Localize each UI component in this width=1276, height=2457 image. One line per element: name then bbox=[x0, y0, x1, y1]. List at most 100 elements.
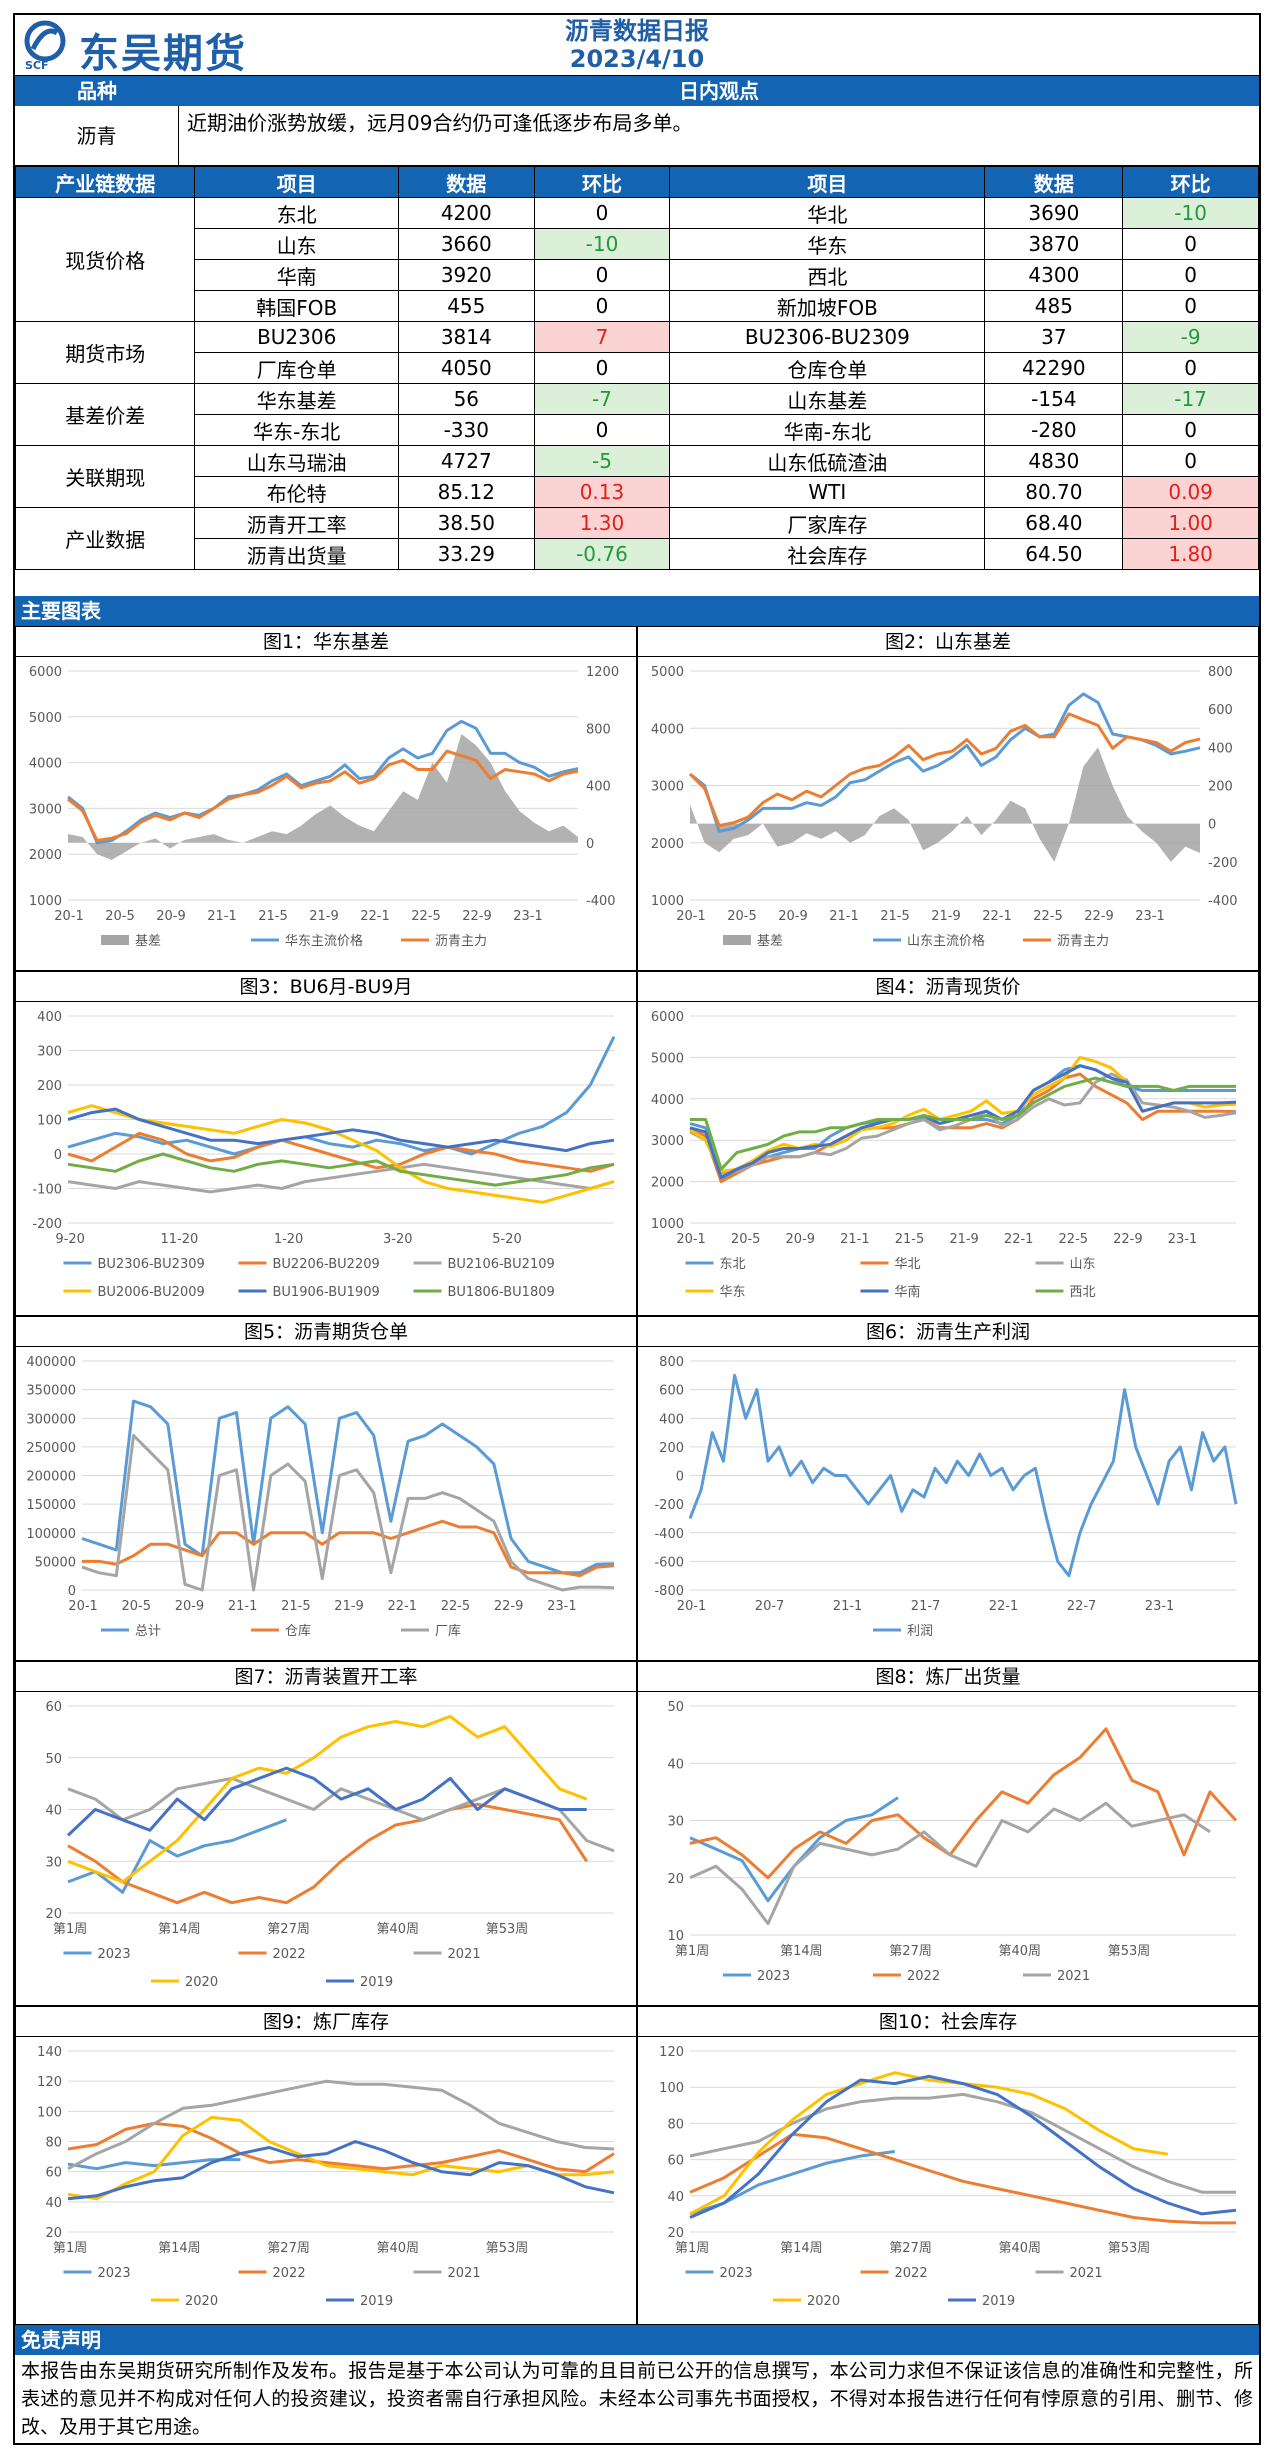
legend-label: 利润 bbox=[907, 1624, 933, 1639]
x-tick-label: 第40周 bbox=[999, 2241, 1042, 2256]
disclaimer-bar: 免责声明 bbox=[15, 2325, 1259, 2355]
y-tick-label: 120 bbox=[659, 2045, 684, 2060]
table-row: 山东 3660 -10 华东 3870 0 bbox=[16, 228, 1259, 260]
series-line-2021 bbox=[689, 1801, 1211, 1926]
y2-tick-label: -400 bbox=[586, 894, 616, 909]
y-tick-label: 20 bbox=[667, 2226, 684, 2241]
y-tick-label: 20 bbox=[667, 1872, 684, 1887]
y-tick-label: 400 bbox=[37, 1010, 62, 1025]
x-tick-label: 22-9 bbox=[462, 909, 492, 924]
series-line-2019 bbox=[689, 2074, 1237, 2219]
series-line-2021 bbox=[67, 2079, 615, 2171]
x-tick-label: 20-9 bbox=[786, 1232, 816, 1247]
left-change-cell: 0.13 bbox=[533, 476, 671, 508]
left-value-cell: 33.29 bbox=[397, 538, 535, 570]
y-tick-label: 350000 bbox=[26, 1384, 76, 1399]
right-value-cell: 485 bbox=[984, 290, 1124, 322]
x-tick-label: 第14周 bbox=[158, 1922, 201, 1937]
y-tick-label: 60 bbox=[667, 2154, 684, 2169]
right-value-cell: 4300 bbox=[984, 259, 1124, 291]
x-tick-label: 22-9 bbox=[494, 1599, 524, 1614]
legend-label: 2020 bbox=[185, 1975, 218, 1990]
charts-section-bar: 主要图表 bbox=[15, 596, 1259, 626]
y-tick-label: 3000 bbox=[29, 802, 62, 817]
legend-label: 2021 bbox=[448, 1947, 481, 1962]
x-tick-label: 1-20 bbox=[274, 1232, 304, 1247]
legend-label: 山东主流价格 bbox=[907, 933, 985, 949]
y-tick-label: 2000 bbox=[651, 1176, 684, 1191]
x-tick-label: 第27周 bbox=[889, 2241, 932, 2256]
y-tick-label: -200 bbox=[654, 1498, 684, 1513]
group-label: 基差价差 bbox=[14, 383, 196, 446]
y2-tick-label: 600 bbox=[1208, 703, 1233, 718]
right-item-cell: 新加坡FOB bbox=[669, 290, 986, 322]
y-tick-label: 40 bbox=[667, 2190, 684, 2205]
y-tick-label: 80 bbox=[45, 2136, 62, 2151]
x-tick-label: 第53周 bbox=[486, 1922, 529, 1937]
y-tick-label: -800 bbox=[654, 1584, 684, 1599]
series-line-BU2306-BU2309 bbox=[67, 1036, 616, 1156]
y2-tick-label: 400 bbox=[1208, 741, 1233, 756]
y-tick-label: 140 bbox=[37, 2045, 62, 2060]
x-tick-label: 22-1 bbox=[360, 909, 390, 924]
left-value-cell: 56 bbox=[397, 383, 535, 415]
left-change-cell: 1.30 bbox=[533, 507, 671, 539]
legend-label: 华北 bbox=[895, 1257, 921, 1272]
y2-tick-label: 0 bbox=[586, 837, 594, 852]
y-tick-label: 4000 bbox=[651, 1093, 684, 1108]
left-change-cell: 0 bbox=[533, 259, 671, 291]
legend-label: 2020 bbox=[185, 2294, 218, 2309]
chart-svg: 400000 350000 300000 250000 200000 150000 1000… bbox=[26, 1355, 615, 1639]
chart-panel-c5: 图5：沥青期货仓单 400000 350000 300000 250000 200000 1… bbox=[15, 1316, 637, 1661]
y-tick-label: 1000 bbox=[29, 894, 62, 909]
chart-svg: 400 300 200 100 0 -100 -2009-20 11-20 1-20 3-20 5-… bbox=[32, 1010, 616, 1300]
right-change-cell: 0 bbox=[1122, 259, 1259, 291]
x-tick-label: 22-1 bbox=[989, 1599, 1019, 1614]
right-item-cell: BU2306-BU2309 bbox=[669, 321, 986, 353]
x-tick-label: 21-5 bbox=[895, 1232, 925, 1247]
x-tick-label: 20-9 bbox=[156, 909, 186, 924]
x-tick-label: 第14周 bbox=[780, 1944, 823, 1959]
header-item-right: 项目 bbox=[669, 166, 986, 198]
table-row: 现货价格 东北 4200 0 华北 3690 -10 bbox=[14, 197, 1259, 322]
right-value-cell: 68.40 bbox=[984, 507, 1124, 539]
right-change-cell: 0 bbox=[1122, 290, 1259, 322]
y-tick-label: 0 bbox=[676, 1470, 684, 1485]
left-item-cell: 华东-东北 bbox=[194, 414, 399, 446]
series-area-基差 bbox=[68, 733, 578, 860]
y-tick-label: 10 bbox=[667, 1929, 684, 1944]
legend-label: 2023 bbox=[720, 2266, 753, 2281]
legend-label: 厂库 bbox=[435, 1623, 461, 1639]
legend-label: 总计 bbox=[135, 1624, 161, 1639]
variety-header: 品种 bbox=[77, 79, 117, 103]
x-tick-label: 22-1 bbox=[388, 1599, 418, 1614]
y-tick-label: 30 bbox=[45, 1855, 62, 1870]
y2-tick-label: -200 bbox=[1208, 856, 1238, 871]
intraday-view-header: 日内观点 bbox=[679, 79, 759, 103]
x-tick-label: 20-5 bbox=[105, 909, 135, 924]
chart-title: 图4：沥青现货价 bbox=[638, 972, 1258, 1002]
y-tick-label: 5000 bbox=[29, 711, 62, 726]
y-tick-label: 50000 bbox=[35, 1555, 76, 1570]
right-item-cell: 社会库存 bbox=[669, 538, 986, 570]
logo-sub-text: SCF bbox=[25, 59, 49, 71]
legend-label: 西北 bbox=[1070, 1285, 1096, 1300]
series-line-2021 bbox=[689, 2092, 1236, 2194]
chart-title: 图10：社会库存 bbox=[638, 2007, 1258, 2037]
x-tick-label: 5-20 bbox=[492, 1232, 522, 1247]
legend-label: 2019 bbox=[982, 2294, 1015, 2309]
y-tick-label: 50 bbox=[667, 1700, 684, 1715]
series-line-沥青主力 bbox=[67, 749, 579, 842]
chart-panel-c4: 图4：沥青现货价 6000 5000 4000 3000 2000 1000 20-1 20-5… bbox=[637, 971, 1259, 1316]
legend-label: 2021 bbox=[1070, 2266, 1103, 2281]
right-change-cell: 0 bbox=[1122, 445, 1259, 477]
report-title: 沥青数据日报 bbox=[565, 17, 709, 45]
x-tick-label: 22-5 bbox=[441, 1599, 471, 1614]
series-line-西北 bbox=[690, 1076, 1236, 1171]
legend-label: 华东主流价格 bbox=[285, 933, 363, 949]
series-area-基差 bbox=[690, 747, 1200, 862]
x-tick-label: 21-1 bbox=[829, 909, 859, 924]
y2-tick-label: 200 bbox=[1208, 780, 1233, 795]
x-tick-label: 第14周 bbox=[158, 2241, 201, 2256]
